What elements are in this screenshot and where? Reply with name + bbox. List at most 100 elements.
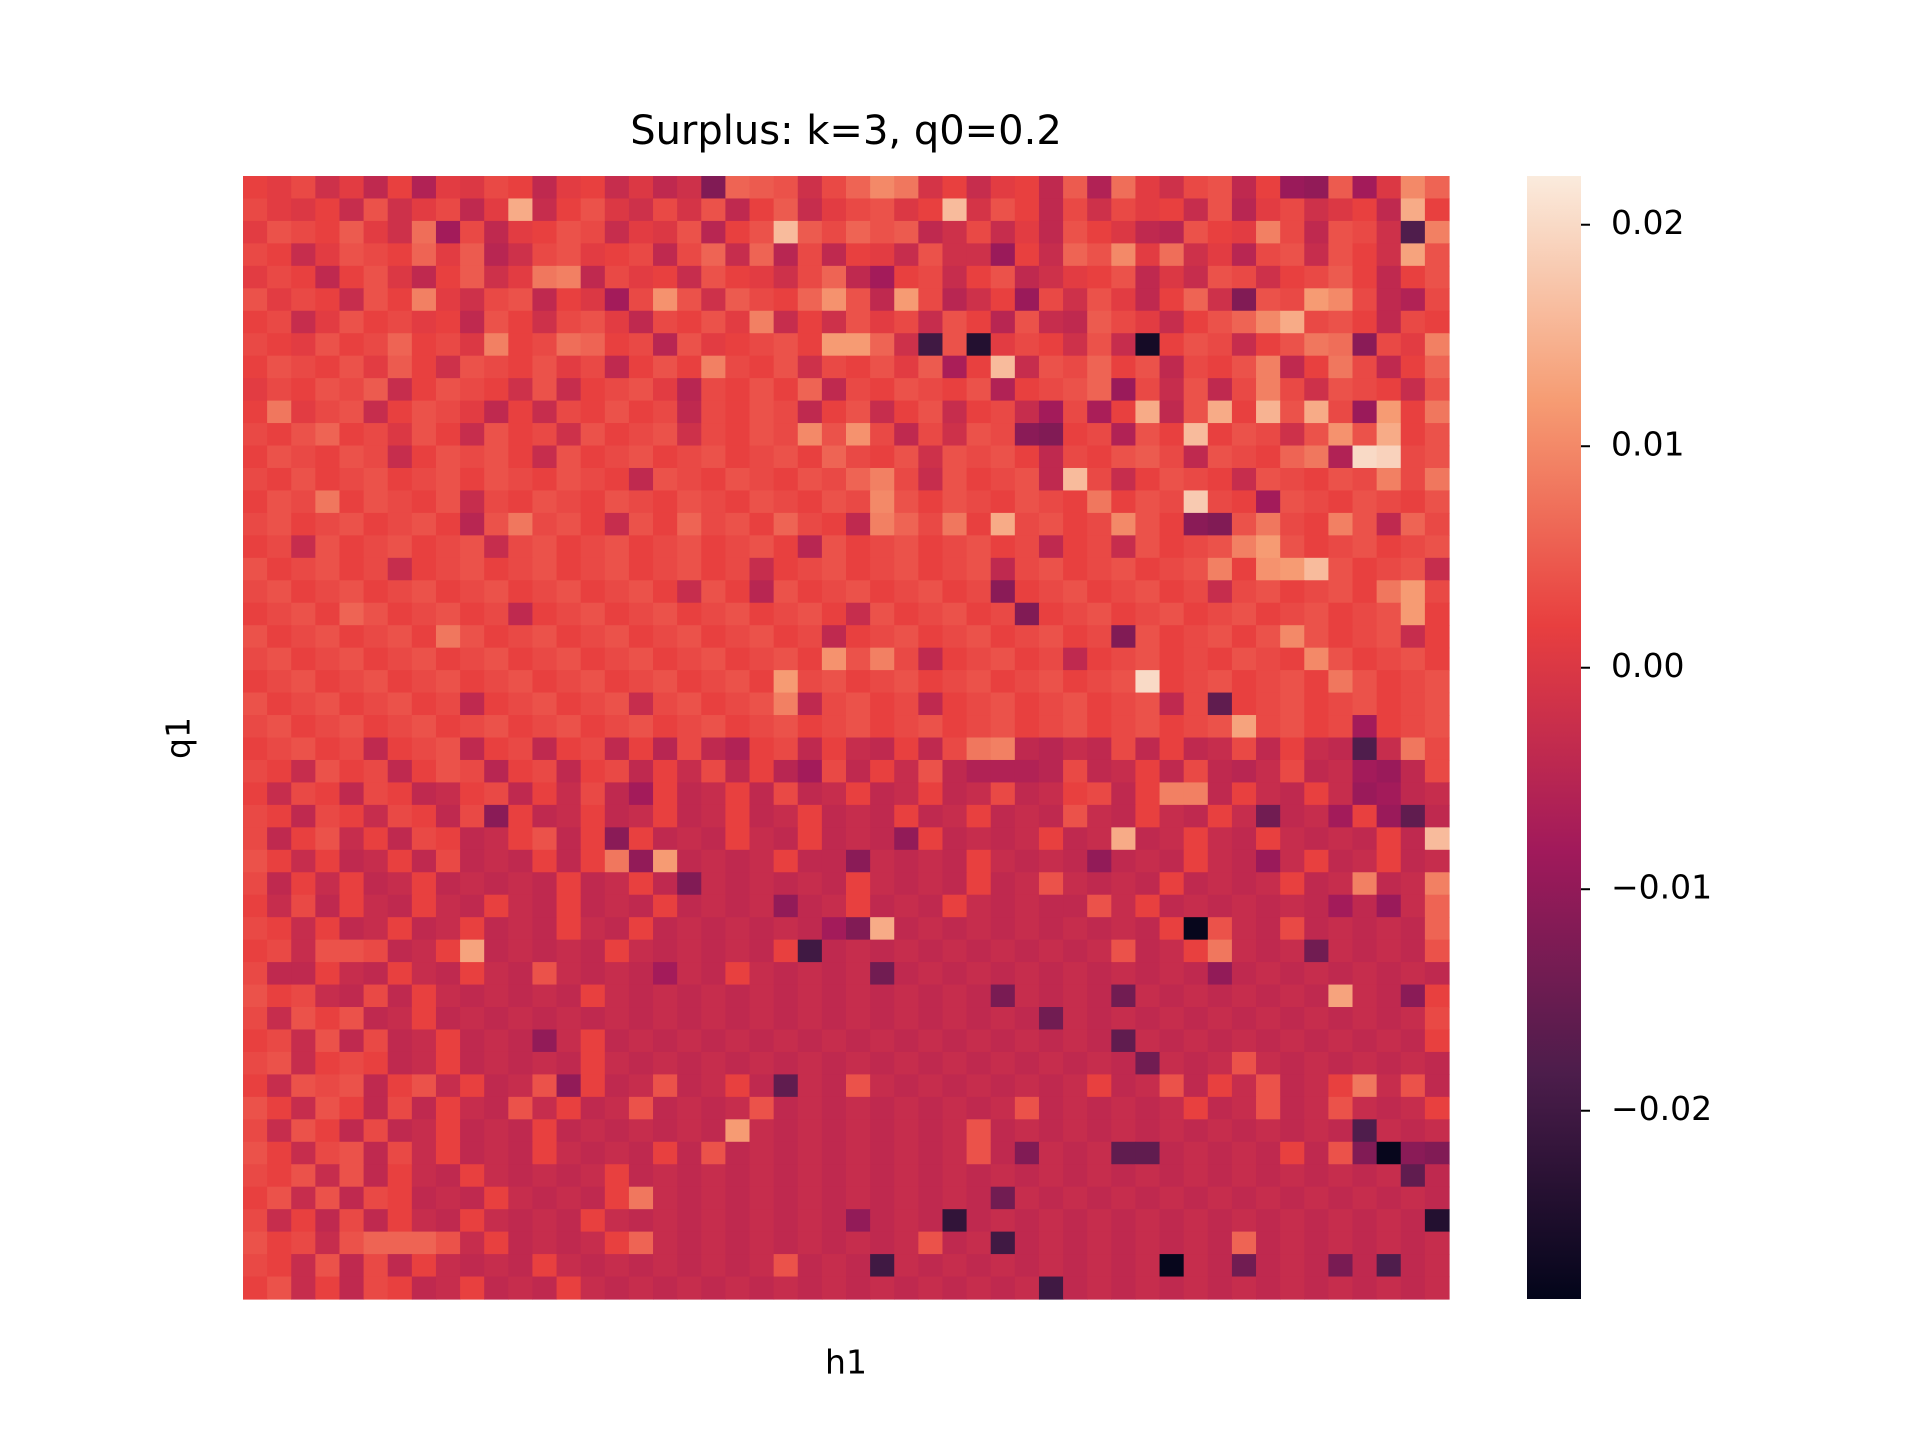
- heatmap-cell: [411, 445, 437, 469]
- heatmap-cell: [1352, 894, 1378, 918]
- heatmap-cell: [870, 310, 895, 334]
- colorbar: [1527, 176, 1581, 1299]
- heatmap-cell: [484, 490, 509, 514]
- heatmap-cell: [1063, 715, 1088, 739]
- heatmap-cell: [821, 490, 847, 514]
- heatmap-cell: [1400, 962, 1426, 986]
- heatmap-cell: [653, 445, 678, 469]
- heatmap-cell: [291, 400, 316, 424]
- heatmap-cell: [267, 984, 292, 1008]
- heatmap-cell: [1256, 580, 1281, 604]
- heatmap-cell: [1424, 288, 1450, 312]
- heatmap-cell: [1352, 1119, 1378, 1143]
- heatmap-cell: [1304, 715, 1329, 739]
- heatmap-cell: [1376, 355, 1402, 379]
- heatmap-cell: [1111, 1209, 1137, 1233]
- heatmap-cell: [870, 984, 895, 1008]
- heatmap-cell: [894, 1276, 919, 1300]
- heatmap-cell: [1400, 1029, 1426, 1053]
- heatmap-cell: [628, 265, 654, 289]
- heatmap-cell: [749, 692, 775, 716]
- heatmap-cell: [339, 423, 365, 447]
- heatmap-cell: [918, 984, 944, 1008]
- heatmap-cell: [773, 445, 799, 469]
- heatmap-cell: [894, 782, 919, 806]
- heatmap-cell: [846, 512, 871, 536]
- heatmap-cell: [1304, 198, 1329, 222]
- heatmap-cell: [363, 962, 389, 986]
- heatmap-cell: [339, 535, 365, 559]
- heatmap-cell: [1376, 1029, 1402, 1053]
- heatmap-cell: [508, 535, 534, 559]
- heatmap-cell: [556, 1141, 582, 1165]
- heatmap-cell: [870, 1254, 895, 1278]
- heatmap-cell: [556, 288, 582, 312]
- colorbar-tick-label: −0.02: [1611, 1089, 1712, 1128]
- heatmap-cell: [797, 1051, 823, 1075]
- heatmap-cell: [918, 1007, 944, 1031]
- heatmap-cell: [749, 602, 775, 626]
- heatmap-cell: [556, 557, 582, 581]
- heatmap-cell: [1376, 939, 1402, 963]
- heatmap-cell: [942, 1209, 968, 1233]
- heatmap-cell: [484, 1119, 509, 1143]
- heatmap-cell: [1256, 782, 1281, 806]
- heatmap-cell: [1400, 872, 1426, 896]
- heatmap-cell: [773, 939, 799, 963]
- heatmap-cell: [363, 670, 389, 694]
- heatmap-cell: [315, 804, 341, 828]
- heatmap-cell: [628, 288, 654, 312]
- heatmap-cell: [363, 445, 389, 469]
- heatmap-cell: [604, 737, 630, 761]
- heatmap-cell: [291, 827, 316, 851]
- heatmap-cell: [1159, 984, 1185, 1008]
- heatmap-cell: [1424, 198, 1450, 222]
- heatmap-cell: [484, 827, 509, 851]
- heatmap-cell: [1111, 310, 1137, 334]
- heatmap-cell: [1014, 1051, 1040, 1075]
- heatmap-cell: [484, 467, 509, 492]
- heatmap-cell: [701, 827, 726, 851]
- heatmap-cell: [1111, 288, 1137, 312]
- heatmap-cell: [894, 602, 919, 626]
- heatmap-cell: [315, 827, 341, 851]
- heatmap-cell: [532, 692, 558, 716]
- heatmap-cell: [267, 670, 292, 694]
- heatmap-cell: [1159, 670, 1185, 694]
- heatmap-cell: [966, 827, 992, 851]
- heatmap-cell: [1231, 1254, 1257, 1278]
- heatmap-cell: [1183, 580, 1209, 604]
- heatmap-cell: [966, 1096, 992, 1120]
- heatmap-cell: [1231, 198, 1257, 222]
- heatmap-cell: [918, 759, 944, 784]
- heatmap-cell: [1352, 1074, 1378, 1098]
- heatmap-cell: [556, 1186, 582, 1210]
- heatmap-cell: [484, 265, 509, 289]
- heatmap-cell: [725, 1254, 751, 1278]
- heatmap-cell: [1135, 535, 1161, 559]
- heatmap-cell: [387, 962, 413, 986]
- heatmap-cell: [1231, 1051, 1257, 1075]
- heatmap-cell: [846, 625, 871, 649]
- heatmap-cell: [1352, 535, 1378, 559]
- heatmap-cell: [1231, 243, 1257, 267]
- heatmap-cell: [894, 804, 919, 828]
- heatmap-cell: [1256, 1276, 1281, 1300]
- heatmap-cell: [508, 917, 534, 941]
- heatmap-cell: [653, 1141, 678, 1165]
- heatmap-cell: [918, 557, 944, 581]
- heatmap-cell: [363, 917, 389, 941]
- heatmap-cell: [1183, 1231, 1209, 1255]
- heatmap-cell: [821, 1029, 847, 1053]
- heatmap-cell: [1231, 535, 1257, 559]
- heatmap-cell: [339, 176, 365, 200]
- heatmap-cell: [411, 1141, 437, 1165]
- heatmap-cell: [411, 557, 437, 581]
- heatmap-cell: [701, 647, 726, 671]
- heatmap-cell: [339, 1029, 365, 1053]
- heatmap-cell: [773, 1007, 799, 1031]
- heatmap-cell: [894, 580, 919, 604]
- heatmap-cell: [532, 962, 558, 986]
- heatmap-cell: [556, 670, 582, 694]
- heatmap-cell: [267, 176, 292, 200]
